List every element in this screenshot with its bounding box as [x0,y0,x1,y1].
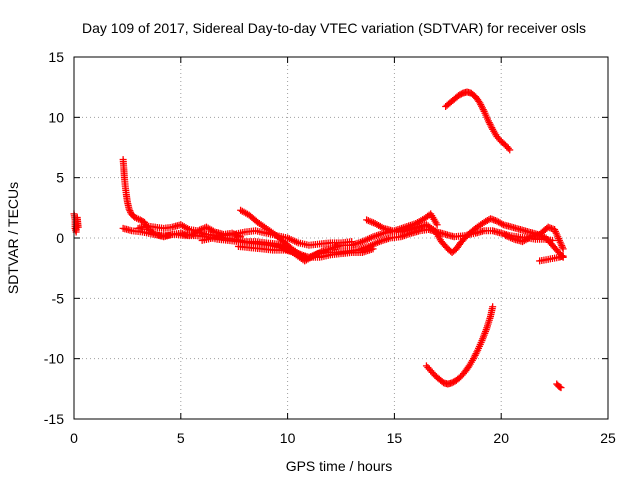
series-late-lower-band [536,252,567,265]
y-tick-label: -15 [44,411,64,427]
x-tick-label: 10 [280,430,296,446]
series-lower-dip [234,242,377,261]
x-tick-label: 15 [387,430,403,446]
series-isolated [553,380,565,392]
y-tick-label: 15 [48,49,64,65]
data-point [125,205,133,213]
data-point [558,243,566,251]
y-tick-label: -10 [44,351,64,367]
data-point [557,240,565,248]
data-point [559,245,567,253]
data-points [70,88,567,392]
series-late-right-band [501,223,567,253]
series-mid-band [198,227,356,249]
data-point [489,303,497,311]
data-point [433,221,441,229]
data-point [126,207,134,215]
x-tick-label: 0 [70,430,78,446]
y-tick-label: 10 [48,109,64,125]
x-tick-label: 25 [600,430,616,446]
y-tick-label: 0 [56,230,64,246]
series-lower-arc [422,303,497,388]
data-point [558,242,566,250]
y-axis-label: SDTVAR / TECUs [5,182,21,294]
data-point [369,245,377,253]
y-tick-label: -5 [52,290,65,306]
x-tick-label: 20 [493,430,509,446]
data-point [506,146,514,154]
data-point [559,252,567,260]
data-point [504,144,512,152]
data-point [498,220,506,228]
series-upper-arc [442,88,514,154]
data-point [348,238,356,246]
data-point [74,223,82,231]
data-point [557,384,565,392]
axis-ticks: 0 5 10 15 20 25 -15 -10 -5 0 5 10 15 [44,49,616,446]
y-tick-label: 5 [56,170,64,186]
chart-title: Day 109 of 2017, Sidereal Day-to-day VTE… [82,20,586,36]
series-start-cluster [70,210,82,236]
x-axis-label: GPS time / hours [286,458,393,474]
x-tick-label: 5 [177,430,185,446]
